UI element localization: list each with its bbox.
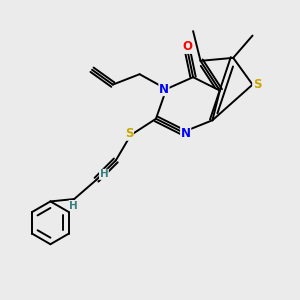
Text: N: N — [181, 127, 191, 140]
Text: S: S — [125, 127, 134, 140]
Text: H: H — [69, 201, 78, 211]
Text: O: O — [182, 40, 192, 53]
Text: S: S — [253, 78, 261, 91]
Text: N: N — [159, 82, 169, 96]
Text: H: H — [100, 169, 108, 179]
